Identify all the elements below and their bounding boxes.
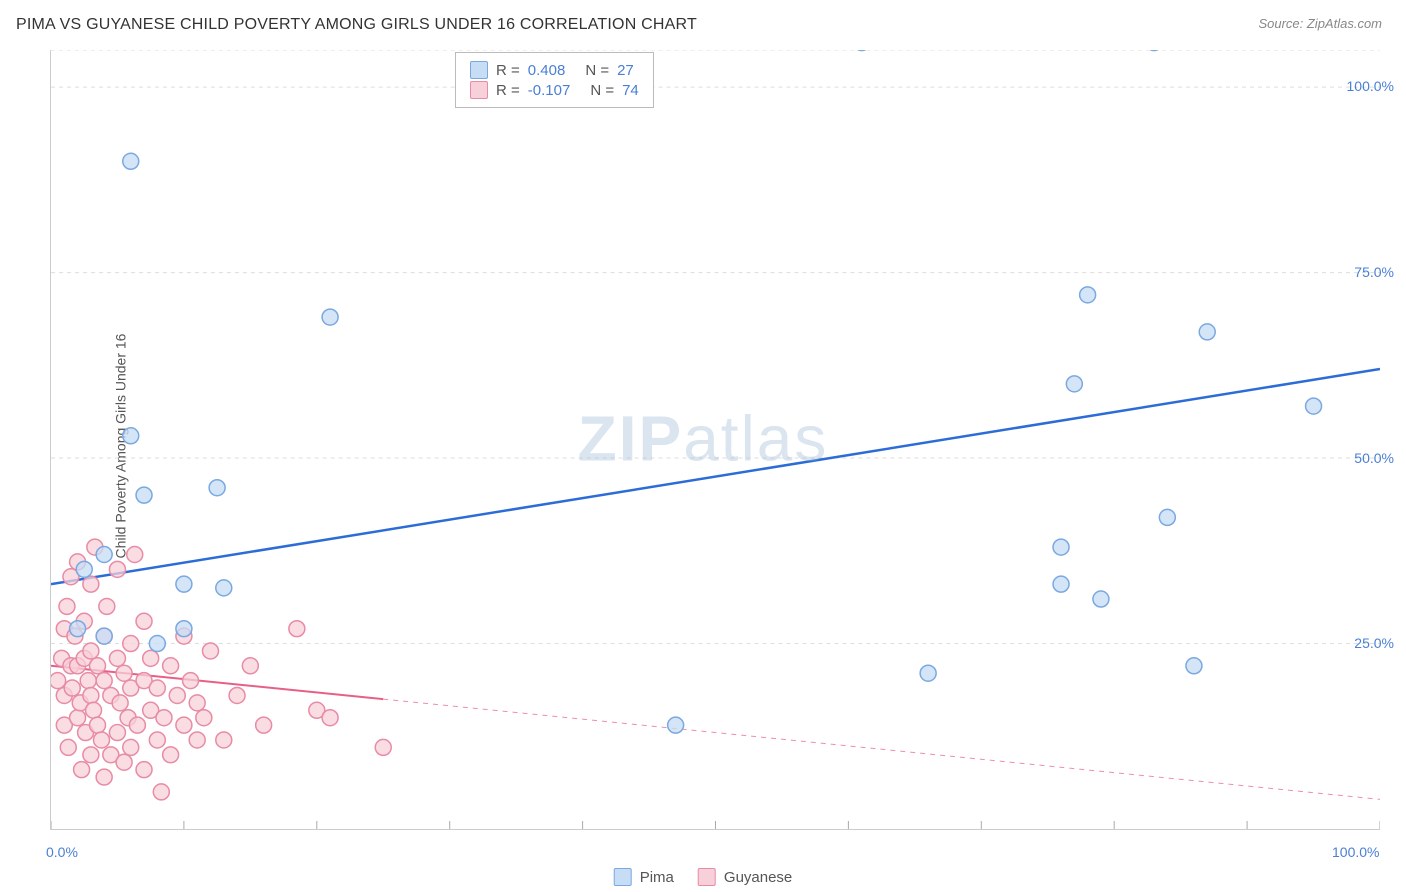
y-tick-25: 25.0% [1354,635,1394,651]
pima-swatch [470,61,488,79]
source-attribution: Source: ZipAtlas.com [1258,16,1382,31]
pima-n-value: 27 [617,62,634,79]
guyanese-swatch [470,81,488,99]
n-label: N = [585,62,609,79]
legend-item-guyanese: Guyanese [698,868,792,886]
bottom-legend: Pima Guyanese [614,868,793,886]
guyanese-swatch-icon [698,868,716,886]
chart-container: PIMA VS GUYANESE CHILD POVERTY AMONG GIR… [0,0,1406,892]
y-tick-50: 50.0% [1354,450,1394,466]
y-tick-100: 100.0% [1347,78,1394,94]
plot-svg [50,50,1380,830]
stats-row-guyanese: R = -0.107 N = 74 [470,81,639,99]
chart-title: PIMA VS GUYANESE CHILD POVERTY AMONG GIR… [16,16,697,34]
pima-swatch-icon [614,868,632,886]
stats-row-pima: R = 0.408 N = 27 [470,61,639,79]
pima-legend-label: Pima [640,869,674,886]
n-label: N = [590,82,614,99]
guyanese-r-value: -0.107 [528,82,571,99]
x-tick-100: 100.0% [1332,844,1379,860]
r-label: R = [496,62,520,79]
pima-r-value: 0.408 [528,62,566,79]
legend-item-pima: Pima [614,868,674,886]
guyanese-legend-label: Guyanese [724,869,792,886]
y-tick-75: 75.0% [1354,264,1394,280]
x-tick-0: 0.0% [46,844,78,860]
stats-legend-box: R = 0.408 N = 27 R = -0.107 N = 74 [455,52,654,108]
guyanese-n-value: 74 [622,82,639,99]
r-label: R = [496,82,520,99]
